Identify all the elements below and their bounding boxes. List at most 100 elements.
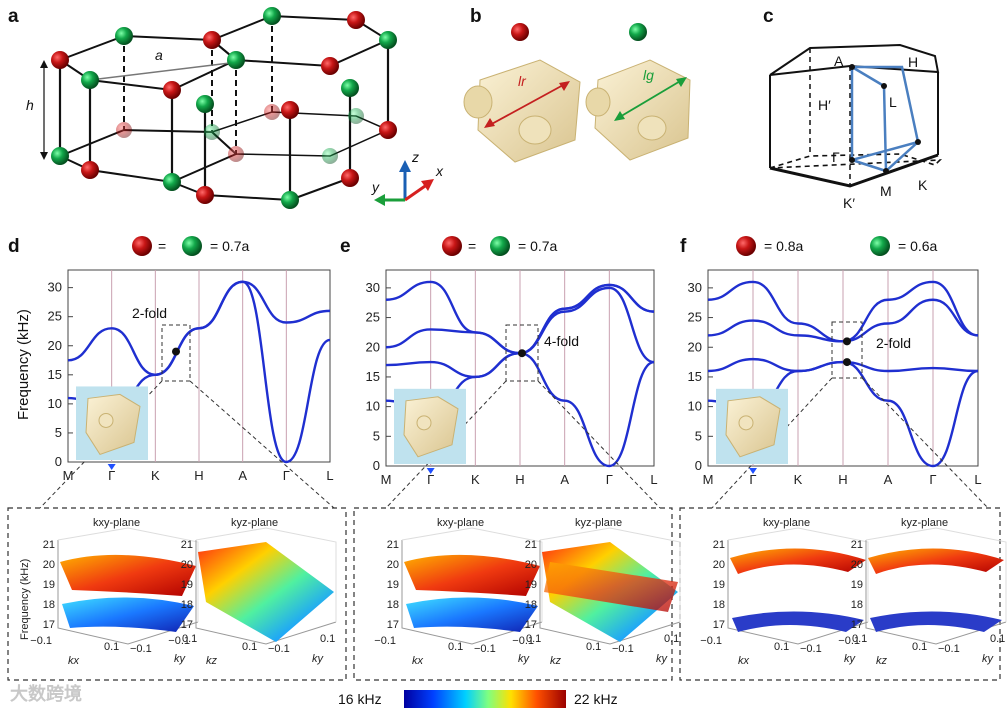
plane-title: kyz-plane [901, 517, 948, 529]
inset-axis-label: kx [412, 655, 424, 667]
inset-axis-label: ky [174, 653, 187, 665]
inset-tick: −0.1 [838, 635, 860, 647]
y-tick-label: 5 [695, 428, 702, 443]
legend-d: = = 0.7a [132, 236, 250, 256]
y-tick-label: 30 [366, 280, 380, 295]
x-tick-label: L [326, 468, 333, 483]
inset-tick: 0.1 [912, 641, 927, 653]
inset-grid [401, 527, 543, 622]
inset-tick: −0.1 [474, 643, 496, 655]
x-tick-label: Γ [929, 472, 936, 487]
inset-tick: 0.1 [448, 641, 463, 653]
height-arrow-top [40, 60, 48, 68]
inset-axis-label: kx [738, 655, 750, 667]
inset-axis-label: ky [844, 653, 857, 665]
z-tick-label: 17 [43, 619, 55, 631]
y-tick-label: 15 [366, 369, 380, 384]
y-tick-label: 25 [366, 310, 380, 325]
z-tick-label: 20 [43, 559, 55, 571]
z-tick-label: 17 [851, 619, 863, 631]
sample-block [85, 393, 141, 456]
inset-box-d [7, 507, 347, 681]
panel-c-label: c [763, 6, 774, 27]
x-tick-label: Γ [606, 472, 613, 487]
inset-tick: −0.1 [938, 643, 960, 655]
panel-a-label: a [8, 6, 19, 27]
gamma-marker [426, 468, 435, 474]
upper-band-surface [60, 554, 196, 596]
panel-b-label: b [470, 6, 482, 27]
colorbar: 16 kHz 22 kHz [338, 690, 618, 708]
z-tick-label: 21 [181, 539, 193, 551]
degeneracy-label: 4-fold [544, 333, 579, 349]
svg-text:=: = [468, 238, 476, 254]
z-tick-label: 18 [525, 599, 537, 611]
point-K-prime: K′ [843, 195, 855, 211]
x-tick-label: Γ [749, 472, 756, 487]
inset-grid [195, 527, 337, 622]
y-tick-label: 10 [48, 396, 62, 411]
inset-tick: −0.1 [168, 635, 190, 647]
degenerate-point [843, 337, 851, 346]
inset-axis-label: kz [206, 655, 218, 667]
x-tick-label: Γ [427, 472, 434, 487]
symmetry-points [849, 64, 921, 174]
y-tick-label: 20 [366, 339, 380, 354]
x-tick-label: K [794, 472, 803, 487]
inset-tick: −0.1 [130, 643, 152, 655]
point-H: H [908, 54, 918, 70]
upper-band-surface [404, 554, 540, 596]
axis-x-label: x [435, 163, 444, 179]
hidden-rods [123, 16, 273, 154]
x-tick-label: K [151, 468, 160, 483]
degenerate-point [518, 349, 526, 358]
sample-knob [738, 415, 754, 431]
z-tick-label: 20 [387, 559, 399, 571]
z-tick-label: 17 [181, 619, 193, 631]
inset-grid [865, 527, 1007, 622]
z-tick-label: 17 [713, 619, 725, 631]
svg-text:=: = [158, 238, 166, 254]
length-red-label: lr [518, 73, 527, 89]
inset-axis-label: ky [656, 653, 669, 665]
inset-axis-label: kz [550, 655, 562, 667]
degeneracy-box [831, 321, 863, 379]
scatterer-red: lr [463, 59, 581, 163]
y-tick-label: 10 [688, 399, 702, 414]
lower-band-surface [732, 611, 864, 632]
point-M: M [880, 183, 892, 199]
inset-tick: 0.1 [242, 641, 257, 653]
legend-d-value: = 0.7a [210, 238, 250, 254]
upper-band-surface [868, 548, 1004, 574]
panel-c: c A H H′ L Γ K M K′ [763, 6, 943, 211]
y-tick-label: 0 [373, 458, 380, 473]
panel-a: a a h [8, 6, 444, 209]
z-tick-label: 19 [713, 579, 725, 591]
lattice-spheres [51, 7, 397, 209]
y-tick-label: 10 [366, 399, 380, 414]
inset-axis-label: ky [518, 653, 531, 665]
x-tick-label: M [63, 468, 74, 483]
zoom-line [711, 377, 833, 509]
plane-title: kxy-plane [93, 517, 140, 529]
inset-box-e [353, 507, 673, 681]
gamma-marker [749, 468, 757, 474]
inset-axes [865, 540, 1007, 645]
point-Gamma: Γ [832, 149, 840, 165]
vertical-rods [58, 40, 390, 200]
y-tick-label: 5 [373, 428, 380, 443]
red-sphere [511, 23, 529, 41]
z-tick-label: 21 [713, 539, 725, 551]
z-tick-label: 18 [43, 599, 55, 611]
sample-block [403, 396, 459, 458]
height-label: h [26, 97, 34, 113]
lower-band-surface [62, 597, 194, 632]
panel-b: b lr lg [463, 6, 691, 163]
axis-triad: z x y [371, 149, 444, 206]
z-tick-label: 21 [851, 539, 863, 551]
band-chart-d: M Γ K H A Γ L 0 5 10 15 20 25 30 2-fold [39, 269, 335, 509]
inset-tick: 0.1 [774, 641, 789, 653]
inset-axis-label: ky [312, 653, 325, 665]
point-H-prime: H′ [818, 97, 831, 113]
